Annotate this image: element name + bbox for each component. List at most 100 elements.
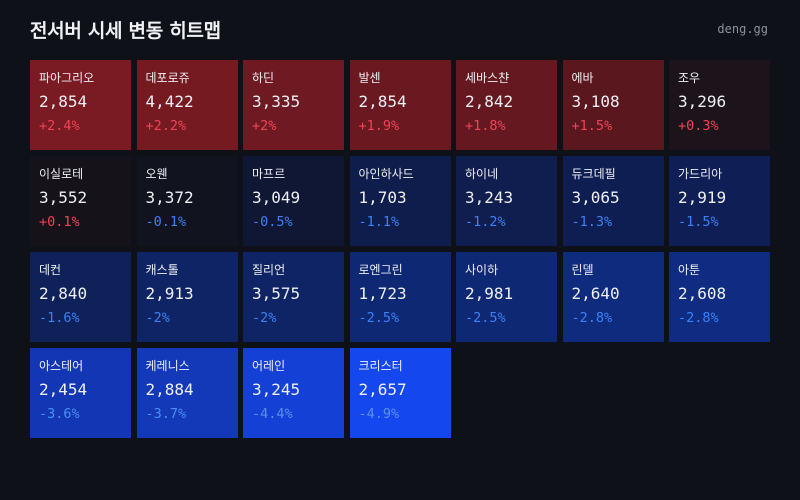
- server-price: 3,049: [252, 188, 301, 207]
- server-price: 3,575: [252, 284, 301, 303]
- server-price: 3,552: [39, 188, 88, 207]
- price-change-percent: -2.5%: [465, 310, 506, 326]
- server-tile[interactable]: 가드리아 2,919 -1.5%: [669, 156, 770, 246]
- server-price: 2,884: [145, 380, 194, 399]
- price-change-percent: -1.2%: [465, 214, 506, 230]
- price-change-percent: +0.3%: [678, 118, 719, 134]
- server-tile[interactable]: 아툰 2,608 -2.8%: [669, 252, 770, 342]
- server-name: 하이네: [465, 167, 499, 181]
- price-change-percent: +2%: [252, 118, 277, 134]
- server-price: 2,840: [39, 284, 88, 303]
- server-name: 아인하사드: [358, 167, 414, 181]
- server-price: 3,335: [252, 92, 301, 111]
- server-tile[interactable]: 어레인 3,245 -4.4%: [243, 348, 344, 438]
- server-name: 크리스터: [358, 359, 403, 373]
- page-title: 전서버 시세 변동 히트맵: [30, 19, 221, 42]
- server-name: 데컨: [39, 263, 62, 277]
- server-name: 질리언: [252, 263, 286, 277]
- server-price: 3,372: [145, 188, 194, 207]
- price-change-percent: -1.3%: [571, 214, 613, 230]
- price-change-percent: -2.5%: [358, 310, 400, 326]
- server-tile[interactable]: 사이하 2,981 -2.5%: [456, 252, 557, 342]
- price-change-percent: -0.1%: [145, 214, 187, 230]
- server-tile[interactable]: 크리스터 2,657 -4.9%: [349, 348, 451, 438]
- server-tile[interactable]: 데컨 2,840 -1.6%: [30, 252, 131, 342]
- server-tile[interactable]: 케레니스 2,884 -3.7%: [136, 348, 238, 438]
- server-price: 2,913: [145, 284, 194, 303]
- server-price: 3,108: [571, 92, 620, 111]
- server-tile[interactable]: 세바스챤 2,842 +1.8%: [456, 60, 557, 150]
- price-change-percent: +1.8%: [465, 118, 506, 134]
- server-tile[interactable]: 오웬 3,372 -0.1%: [136, 156, 238, 246]
- server-tile[interactable]: 로엔그린 1,723 -2.5%: [349, 252, 451, 342]
- server-tile[interactable]: 질리언 3,575 -2%: [243, 252, 344, 342]
- price-change-percent: -3.7%: [145, 406, 187, 422]
- server-price: 1,723: [358, 284, 407, 303]
- server-price: 2,640: [571, 284, 620, 303]
- server-name: 오웬: [145, 167, 168, 181]
- server-price: 2,657: [358, 380, 407, 399]
- server-tile[interactable]: 이실로테 3,552 +0.1%: [30, 156, 131, 246]
- price-change-percent: -3.6%: [39, 406, 80, 422]
- server-tile[interactable]: 에바 3,108 +1.5%: [562, 60, 664, 150]
- price-change-percent: -1.6%: [39, 310, 80, 326]
- server-name: 어레인: [252, 359, 286, 373]
- server-name: 데포로쥬: [145, 71, 190, 85]
- server-tile[interactable]: 마프르 3,049 -0.5%: [243, 156, 344, 246]
- price-change-percent: -1.5%: [678, 214, 719, 230]
- server-price: 2,854: [39, 92, 88, 111]
- price-change-percent: +1.9%: [358, 118, 400, 134]
- server-name: 가드리아: [678, 167, 723, 181]
- server-price: 3,245: [252, 380, 301, 399]
- server-price: 1,703: [358, 188, 407, 207]
- server-price: 3,243: [465, 188, 514, 207]
- server-tile[interactable]: 하딘 3,335 +2%: [243, 60, 344, 150]
- price-change-percent: +2.2%: [145, 118, 187, 134]
- price-change-percent: -2%: [252, 310, 277, 326]
- server-tile[interactable]: 듀크데필 3,065 -1.3%: [562, 156, 664, 246]
- server-price: 2,981: [465, 284, 514, 303]
- server-name: 아툰: [678, 263, 701, 277]
- server-name: 캐스톨: [145, 263, 179, 277]
- server-name: 발센: [358, 71, 381, 85]
- server-name: 마프르: [252, 167, 286, 181]
- server-name: 사이하: [465, 263, 499, 277]
- server-tile[interactable]: 캐스톨 2,913 -2%: [136, 252, 238, 342]
- price-change-percent: -2.8%: [678, 310, 719, 326]
- server-price: 2,919: [678, 188, 727, 207]
- server-tile[interactable]: 아인하사드 1,703 -1.1%: [349, 156, 451, 246]
- server-tile[interactable]: 아스테어 2,454 -3.6%: [30, 348, 131, 438]
- server-name: 세바스챤: [465, 71, 510, 85]
- server-name: 에바: [571, 71, 594, 85]
- server-tile[interactable]: 데포로쥬 4,422 +2.2%: [136, 60, 238, 150]
- server-name: 파아그리오: [39, 71, 95, 85]
- server-tile[interactable]: 하이네 3,243 -1.2%: [456, 156, 557, 246]
- server-name: 린델: [571, 263, 594, 277]
- server-name: 듀크데필: [571, 167, 616, 181]
- server-name: 조우: [678, 71, 701, 85]
- server-name: 이실로테: [39, 167, 84, 181]
- server-price: 3,296: [678, 92, 727, 111]
- server-tile[interactable]: 파아그리오 2,854 +2.4%: [30, 60, 131, 150]
- server-price: 2,854: [358, 92, 407, 111]
- server-tile[interactable]: 발센 2,854 +1.9%: [349, 60, 451, 150]
- price-change-percent: +0.1%: [39, 214, 80, 230]
- server-name: 아스테어: [39, 359, 84, 373]
- server-name: 하딘: [252, 71, 275, 85]
- heatmap-grid: 파아그리오 2,854 +2.4% 데포로쥬 4,422 +2.2% 하딘 3,335 +2% 발…: [30, 60, 770, 438]
- server-name: 로엔그린: [358, 263, 403, 277]
- server-tile[interactable]: 린델 2,640 -2.8%: [562, 252, 664, 342]
- price-change-percent: -2.8%: [571, 310, 613, 326]
- price-change-percent: +1.5%: [571, 118, 613, 134]
- price-change-percent: -1.1%: [358, 214, 400, 230]
- price-change-percent: -0.5%: [252, 214, 293, 230]
- price-change-percent: -4.9%: [358, 406, 400, 422]
- server-name: 케레니스: [145, 359, 190, 373]
- price-change-percent: -4.4%: [252, 406, 293, 422]
- server-tile[interactable]: 조우 3,296 +0.3%: [669, 60, 770, 150]
- price-change-percent: +2.4%: [39, 118, 80, 134]
- server-price: 3,065: [571, 188, 620, 207]
- server-price: 2,842: [465, 92, 514, 111]
- server-price: 2,454: [39, 380, 88, 399]
- price-change-percent: -2%: [145, 310, 170, 326]
